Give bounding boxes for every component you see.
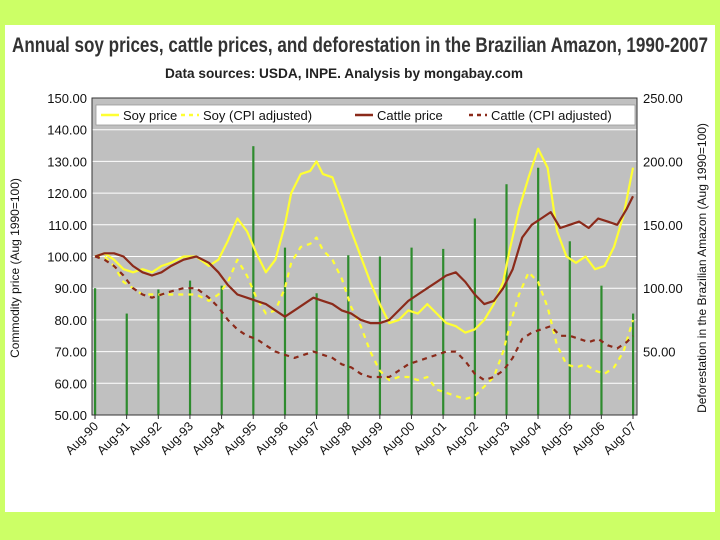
chart-slide: Annual soy prices, cattle prices, and de… [5,25,715,512]
x-tick-label: Aug-97 [284,419,322,457]
chart-title: Annual soy prices, cattle prices, and de… [12,34,708,57]
x-tick-label: Aug-07 [601,419,639,457]
x-tick-label: Aug-90 [63,419,101,457]
legend-label: Soy (CPI adjusted) [203,108,312,123]
y-tick-label: 120.00 [47,186,87,201]
x-tick-label: Aug-91 [94,419,132,457]
y-tick-label: 150.00 [47,91,87,106]
deforestation-bar [537,167,540,415]
deforestation-bar [125,313,128,415]
y2-axis-title: Deforestation in the Brazilian Amazon (A… [695,123,709,413]
deforestation-bar [410,247,413,415]
x-tick-label: Aug-00 [379,419,417,457]
plot-area: 50.00 60.00 70.00 80.00 90.00 100.00 110.00 120… [47,91,683,458]
y2-tick-label: 50.00 [643,345,676,360]
x-tick-label: Aug-05 [537,419,575,457]
deforestation-bar [252,146,255,415]
legend-label: Cattle (CPI adjusted) [491,108,612,123]
series-line-cattle-price [94,195,634,325]
legend: Soy price Soy (CPI adjusted) Cattle price C… [95,104,636,126]
deforestation-bar [188,280,192,415]
deforestation-bar [94,288,97,415]
legend-label: Cattle price [377,108,443,123]
x-tick-label: Aug-02 [443,419,481,457]
legend-label: Soy price [123,108,177,123]
deforestation-bar [157,289,160,415]
deforestation-bar [315,293,318,415]
y-tick-label: 130.00 [47,154,87,169]
series-line-cattle-cpi-adjusted [94,255,634,382]
deforestation-bar [632,313,635,415]
series-line-soy-price [94,147,635,334]
y2-tick-label: 200.00 [643,154,683,169]
y-tick-label: 70.00 [54,345,87,360]
x-tick-label: Aug-93 [158,419,196,457]
y2-tick-label: 150.00 [643,218,683,233]
x-tick-label: Aug-99 [348,419,386,457]
deforestation-bar [473,218,476,415]
y-tick-label: 90.00 [54,281,87,296]
x-tick-label: Aug-92 [126,419,164,457]
y-tick-label: 80.00 [54,313,87,328]
series-line-soy-cpi-adjusted [95,236,635,401]
y-tick-label: 140.00 [47,123,87,138]
y-tick-label: 110.00 [48,218,87,233]
deforestation-bar [442,248,445,415]
x-tick-label: Aug-04 [506,419,544,457]
x-tick-label: Aug-94 [189,419,227,457]
deforestation-bar [347,255,350,415]
deforestation-bar [220,285,223,415]
y-axis-title: Commodity price (Aug 1990=100) [8,178,22,358]
deforestation-bar [505,184,508,415]
y-tick-label: 50.00 [54,408,87,423]
deforestation-bar [283,247,287,415]
deforestation-bar [378,256,382,415]
deforestation-bar [600,285,603,415]
x-tick-label: Aug-01 [411,419,449,457]
x-tick-label: Aug-96 [253,419,291,457]
x-tick-label: Aug-95 [221,419,259,457]
y-tick-label: 100.00 [47,250,87,265]
plot-border [91,97,638,416]
chart: Annual soy prices, cattle prices, and de… [8,34,709,458]
chart-subtitle: Data sources: USDA, INPE. Analysis by mo… [165,65,523,81]
y-tick-label: 60.00 [54,376,87,391]
y2-tick-label: 100.00 [643,281,683,296]
x-tick-label: Aug-03 [474,419,512,457]
x-tick-label: Aug-98 [316,419,354,457]
deforestation-bar [568,241,571,415]
y2-tick-label: 250.00 [643,91,683,106]
x-tick-label: Aug-06 [569,419,607,457]
